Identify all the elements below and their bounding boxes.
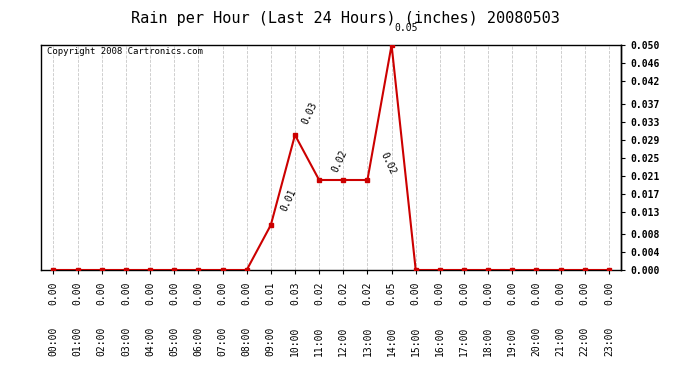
Text: 08:00: 08:00 xyxy=(241,326,252,356)
Text: 0.00: 0.00 xyxy=(169,281,179,305)
Text: 0.00: 0.00 xyxy=(145,281,155,305)
Text: 0.02: 0.02 xyxy=(314,281,324,305)
Text: 13:00: 13:00 xyxy=(362,326,373,356)
Text: 0.00: 0.00 xyxy=(604,281,614,305)
Text: 17:00: 17:00 xyxy=(459,326,469,356)
Text: 0.03: 0.03 xyxy=(290,281,300,305)
Text: 0.03: 0.03 xyxy=(301,100,319,126)
Text: 0.02: 0.02 xyxy=(331,148,349,174)
Text: 0.00: 0.00 xyxy=(193,281,204,305)
Text: 09:00: 09:00 xyxy=(266,326,276,356)
Text: 18:00: 18:00 xyxy=(483,326,493,356)
Text: Rain per Hour (Last 24 Hours) (inches) 20080503: Rain per Hour (Last 24 Hours) (inches) 2… xyxy=(130,11,560,26)
Text: 10:00: 10:00 xyxy=(290,326,300,356)
Text: 0.02: 0.02 xyxy=(338,281,348,305)
Text: 0.02: 0.02 xyxy=(379,151,397,177)
Text: 00:00: 00:00 xyxy=(48,326,59,356)
Text: 0.02: 0.02 xyxy=(362,281,373,305)
Text: 12:00: 12:00 xyxy=(338,326,348,356)
Text: 07:00: 07:00 xyxy=(217,326,228,356)
Text: 15:00: 15:00 xyxy=(411,326,421,356)
Text: 0.00: 0.00 xyxy=(72,281,83,305)
Text: 05:00: 05:00 xyxy=(169,326,179,356)
Text: 0.00: 0.00 xyxy=(121,281,131,305)
Text: 0.00: 0.00 xyxy=(531,281,542,305)
Text: 0.05: 0.05 xyxy=(386,281,397,305)
Text: 0.00: 0.00 xyxy=(48,281,59,305)
Text: 11:00: 11:00 xyxy=(314,326,324,356)
Text: 0.05: 0.05 xyxy=(395,23,418,33)
Text: 0.00: 0.00 xyxy=(580,281,590,305)
Text: 0.00: 0.00 xyxy=(555,281,566,305)
Text: 0.00: 0.00 xyxy=(435,281,445,305)
Text: 0.00: 0.00 xyxy=(217,281,228,305)
Text: 0.00: 0.00 xyxy=(483,281,493,305)
Text: 20:00: 20:00 xyxy=(531,326,542,356)
Text: 23:00: 23:00 xyxy=(604,326,614,356)
Text: 04:00: 04:00 xyxy=(145,326,155,356)
Text: 0.00: 0.00 xyxy=(459,281,469,305)
Text: 0.01: 0.01 xyxy=(266,281,276,305)
Text: 0.01: 0.01 xyxy=(279,188,298,213)
Text: 03:00: 03:00 xyxy=(121,326,131,356)
Text: 0.00: 0.00 xyxy=(241,281,252,305)
Text: 22:00: 22:00 xyxy=(580,326,590,356)
Text: 0.00: 0.00 xyxy=(97,281,107,305)
Text: 01:00: 01:00 xyxy=(72,326,83,356)
Text: 21:00: 21:00 xyxy=(555,326,566,356)
Text: 02:00: 02:00 xyxy=(97,326,107,356)
Text: 0.00: 0.00 xyxy=(411,281,421,305)
Text: 14:00: 14:00 xyxy=(386,326,397,356)
Text: 19:00: 19:00 xyxy=(507,326,518,356)
Text: 0.00: 0.00 xyxy=(507,281,518,305)
Text: 06:00: 06:00 xyxy=(193,326,204,356)
Text: Copyright 2008 Cartronics.com: Copyright 2008 Cartronics.com xyxy=(47,47,203,56)
Text: 16:00: 16:00 xyxy=(435,326,445,356)
